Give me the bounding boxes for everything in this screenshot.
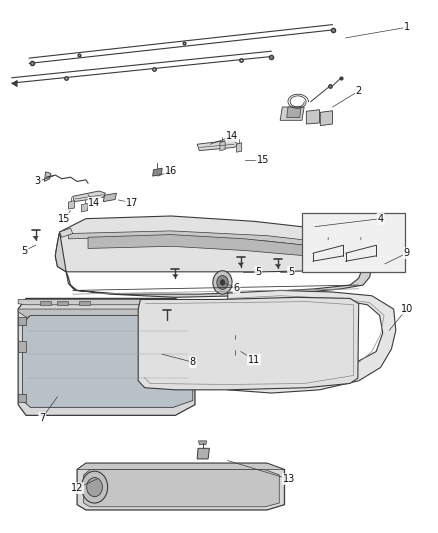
Text: 13: 13 bbox=[283, 474, 295, 484]
Polygon shape bbox=[320, 111, 332, 126]
Text: 10: 10 bbox=[401, 304, 413, 314]
Polygon shape bbox=[231, 355, 239, 367]
Text: 14: 14 bbox=[88, 198, 101, 208]
Circle shape bbox=[220, 279, 225, 286]
Polygon shape bbox=[18, 309, 195, 325]
Polygon shape bbox=[287, 107, 301, 118]
Text: 6: 6 bbox=[233, 283, 240, 293]
Text: 14: 14 bbox=[226, 131, 238, 141]
Polygon shape bbox=[163, 316, 170, 320]
Polygon shape bbox=[60, 228, 73, 237]
Polygon shape bbox=[32, 236, 39, 240]
Polygon shape bbox=[172, 274, 178, 278]
Polygon shape bbox=[231, 339, 239, 351]
Text: 17: 17 bbox=[126, 198, 138, 208]
Polygon shape bbox=[237, 143, 242, 152]
Polygon shape bbox=[81, 203, 88, 212]
Polygon shape bbox=[73, 191, 106, 201]
Polygon shape bbox=[57, 301, 68, 305]
Text: 2: 2 bbox=[356, 86, 362, 96]
Text: 15: 15 bbox=[257, 155, 269, 165]
Polygon shape bbox=[306, 110, 319, 124]
Circle shape bbox=[213, 271, 232, 294]
Polygon shape bbox=[280, 107, 304, 120]
Text: 4: 4 bbox=[378, 214, 384, 224]
Polygon shape bbox=[198, 441, 207, 445]
Polygon shape bbox=[18, 394, 26, 402]
Circle shape bbox=[217, 276, 228, 289]
Text: 7: 7 bbox=[39, 413, 45, 423]
Polygon shape bbox=[44, 172, 51, 181]
Text: 9: 9 bbox=[404, 248, 410, 258]
Polygon shape bbox=[138, 297, 359, 390]
Polygon shape bbox=[55, 232, 372, 297]
Circle shape bbox=[81, 471, 108, 503]
Polygon shape bbox=[275, 264, 281, 268]
Text: 8: 8 bbox=[190, 357, 196, 367]
Polygon shape bbox=[18, 317, 26, 325]
Text: 1: 1 bbox=[404, 22, 410, 33]
Polygon shape bbox=[88, 235, 332, 261]
Text: 16: 16 bbox=[165, 166, 177, 176]
Text: 5: 5 bbox=[21, 246, 28, 255]
Polygon shape bbox=[55, 216, 372, 272]
Circle shape bbox=[87, 478, 102, 497]
Polygon shape bbox=[313, 241, 335, 253]
Polygon shape bbox=[18, 300, 193, 312]
Polygon shape bbox=[197, 448, 209, 459]
Polygon shape bbox=[77, 463, 285, 510]
Text: 5: 5 bbox=[288, 267, 294, 277]
Polygon shape bbox=[238, 263, 244, 266]
Polygon shape bbox=[77, 463, 285, 470]
Polygon shape bbox=[68, 231, 359, 256]
Polygon shape bbox=[18, 341, 26, 352]
Polygon shape bbox=[40, 301, 51, 305]
Polygon shape bbox=[152, 168, 162, 176]
Polygon shape bbox=[84, 470, 279, 507]
Polygon shape bbox=[221, 290, 396, 393]
Polygon shape bbox=[22, 316, 193, 407]
Text: 15: 15 bbox=[58, 214, 70, 224]
Polygon shape bbox=[79, 301, 90, 305]
Polygon shape bbox=[103, 193, 117, 201]
Text: 11: 11 bbox=[248, 354, 260, 365]
Text: 5: 5 bbox=[255, 267, 261, 277]
Bar bbox=[302, 213, 405, 272]
Polygon shape bbox=[197, 140, 239, 151]
Polygon shape bbox=[220, 141, 225, 151]
Polygon shape bbox=[68, 200, 74, 209]
Text: 12: 12 bbox=[71, 483, 83, 493]
Text: 3: 3 bbox=[35, 176, 41, 187]
Polygon shape bbox=[18, 298, 195, 415]
